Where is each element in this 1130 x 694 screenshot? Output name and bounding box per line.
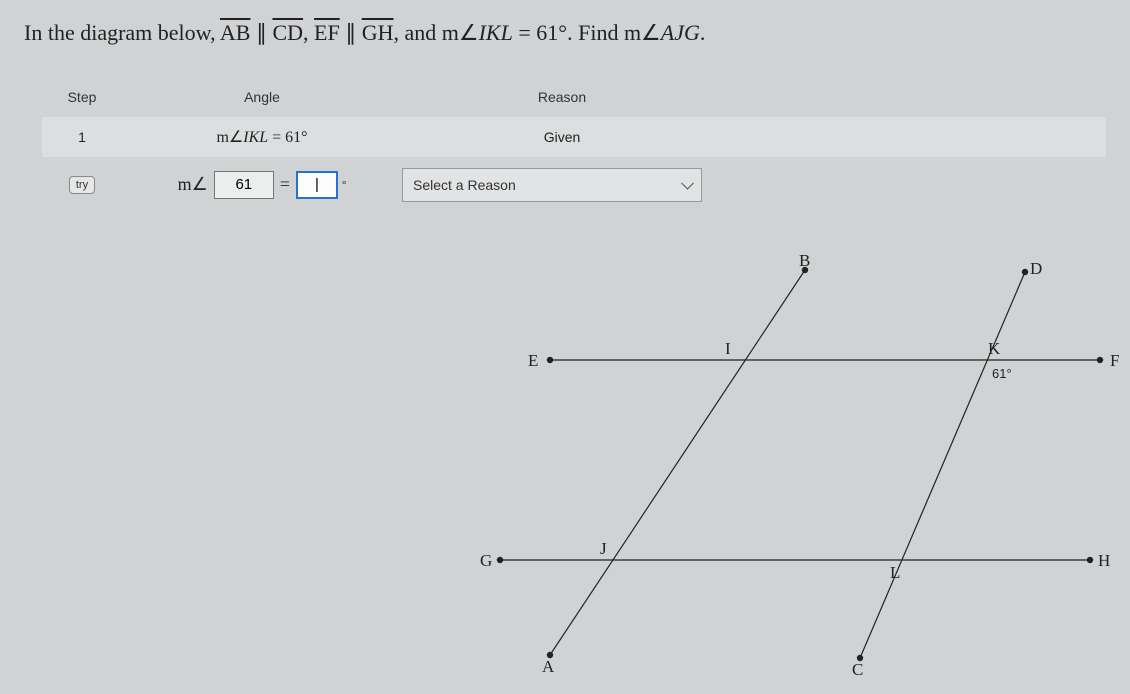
geometry-diagram: B D E F I K G H J L A C 61° bbox=[420, 250, 1120, 680]
problem-prompt: In the diagram below, AB ∥ CD, EF ∥ GH, … bbox=[24, 18, 1106, 49]
label-d: D bbox=[1030, 259, 1042, 278]
line-cd bbox=[860, 272, 1025, 658]
try-button[interactable]: try bbox=[69, 176, 95, 194]
degree-label: ° bbox=[342, 179, 346, 191]
label-h: H bbox=[1098, 551, 1110, 570]
angle-value-input[interactable] bbox=[296, 171, 338, 199]
table-row: try m∠ = ° Select a Reason bbox=[42, 165, 1106, 205]
label-b: B bbox=[799, 251, 810, 270]
label-k: K bbox=[988, 339, 1001, 358]
header-reason: Reason bbox=[402, 89, 722, 105]
angle-name-input[interactable] bbox=[214, 171, 274, 199]
segment-gh: GH bbox=[362, 20, 394, 45]
header-step: Step bbox=[42, 89, 122, 105]
step-number: 1 bbox=[42, 129, 122, 145]
table-row: 1 m∠IKL = 61° Given bbox=[42, 117, 1106, 157]
label-l: L bbox=[890, 563, 900, 582]
label-g: G bbox=[480, 551, 492, 570]
label-i: I bbox=[725, 339, 731, 358]
equals-label: = bbox=[280, 174, 290, 195]
reason-select[interactable]: Select a Reason bbox=[402, 168, 702, 202]
table-header-row: Step Angle Reason bbox=[42, 77, 1106, 117]
segment-ab: AB bbox=[220, 20, 251, 45]
angle-61-label: 61° bbox=[992, 366, 1012, 381]
header-angle: Angle bbox=[122, 89, 402, 105]
segment-ef: EF bbox=[314, 20, 340, 45]
m-angle-label: m∠ bbox=[178, 174, 208, 195]
prompt-text: In the diagram below, bbox=[24, 20, 220, 45]
label-j: J bbox=[600, 539, 607, 558]
label-c: C bbox=[852, 660, 863, 679]
step-angle: m∠IKL = 61° bbox=[122, 127, 402, 147]
label-f: F bbox=[1110, 351, 1119, 370]
label-e: E bbox=[528, 351, 538, 370]
step-reason: Given bbox=[402, 129, 722, 145]
label-a: A bbox=[542, 657, 555, 676]
line-ab bbox=[550, 270, 805, 655]
segment-cd: CD bbox=[272, 20, 303, 45]
proof-table: Step Angle Reason 1 m∠IKL = 61° Given tr… bbox=[42, 77, 1106, 205]
